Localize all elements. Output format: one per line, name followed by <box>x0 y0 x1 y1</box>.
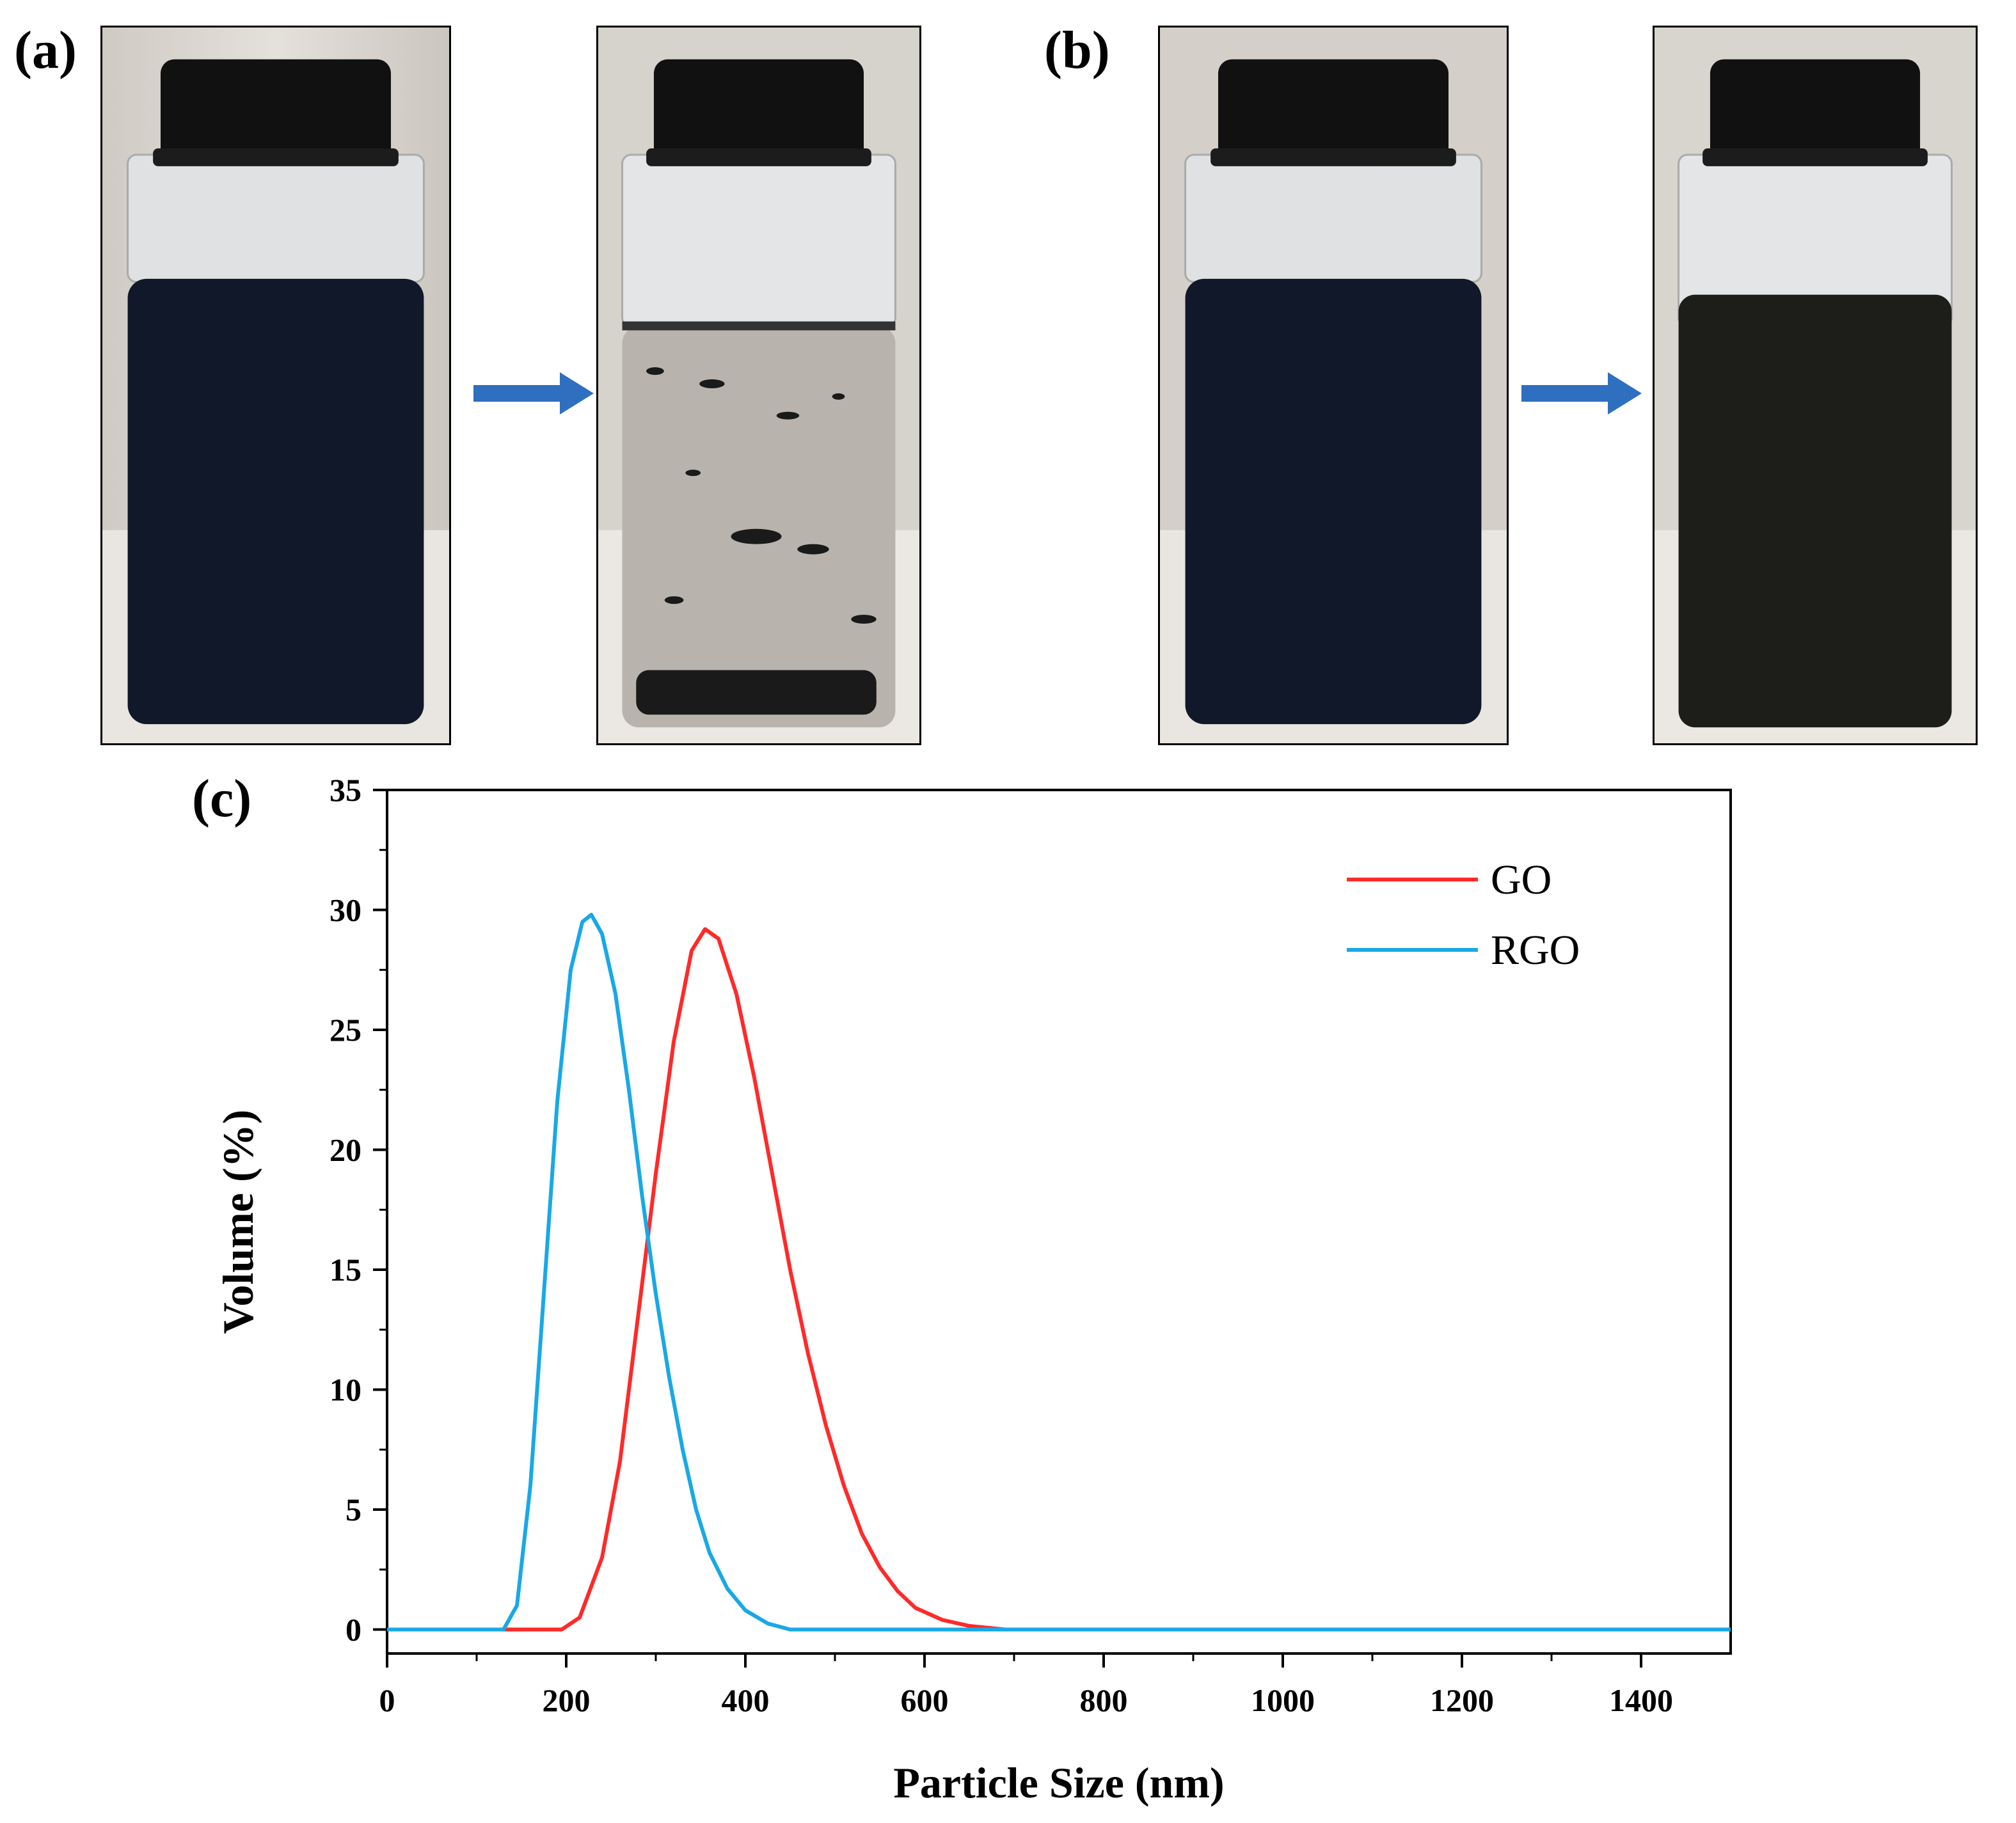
series-line-rgo <box>387 913 1731 1632</box>
plot-frame <box>386 789 1732 1655</box>
y-tick-label: 30 <box>329 892 361 928</box>
arrow-right-icon <box>1521 372 1642 414</box>
y-tick-label: 10 <box>329 1372 361 1408</box>
x-axis-title: Particle Size (nm) <box>893 1758 1224 1807</box>
legend-label-go: GO <box>1491 856 1552 903</box>
vial-photo-b-before <box>1158 26 1509 745</box>
y-tick-label: 35 <box>329 772 361 808</box>
vial-liquid <box>127 278 424 725</box>
y-tick-label: 20 <box>329 1132 361 1168</box>
series-line-go <box>387 927 1731 1632</box>
y-tick-label: 0 <box>345 1612 361 1648</box>
y-tick-label: 25 <box>329 1012 361 1048</box>
arrow-right-icon <box>473 372 594 414</box>
x-tick-label: 1400 <box>1609 1682 1673 1718</box>
x-tick-label: 800 <box>1080 1682 1128 1718</box>
panel-label-b: (b) <box>1044 20 1110 80</box>
vial-liquid <box>1185 278 1482 725</box>
vial-photo-a-after <box>596 26 921 745</box>
panel-label-a: (a) <box>14 20 77 80</box>
vial-liquid <box>1678 294 1952 728</box>
x-tick-label: 1000 <box>1251 1682 1315 1718</box>
x-tick-label: 200 <box>543 1682 591 1718</box>
panel-label-c: (c) <box>192 769 252 828</box>
vial-liquid <box>622 326 896 728</box>
vial-photo-b-after <box>1653 26 1978 745</box>
legend-label-rgo: RGO <box>1491 927 1580 974</box>
x-tick-label: 0 <box>379 1682 395 1718</box>
y-axis-title: Volume (%) <box>214 1110 262 1334</box>
vial-photo-a-before <box>100 26 451 745</box>
x-tick-label: 400 <box>722 1682 770 1718</box>
y-tick-label: 5 <box>345 1492 361 1527</box>
y-tick-label: 15 <box>329 1252 361 1288</box>
x-tick-label: 600 <box>901 1682 949 1718</box>
x-tick-label: 1200 <box>1430 1682 1494 1718</box>
